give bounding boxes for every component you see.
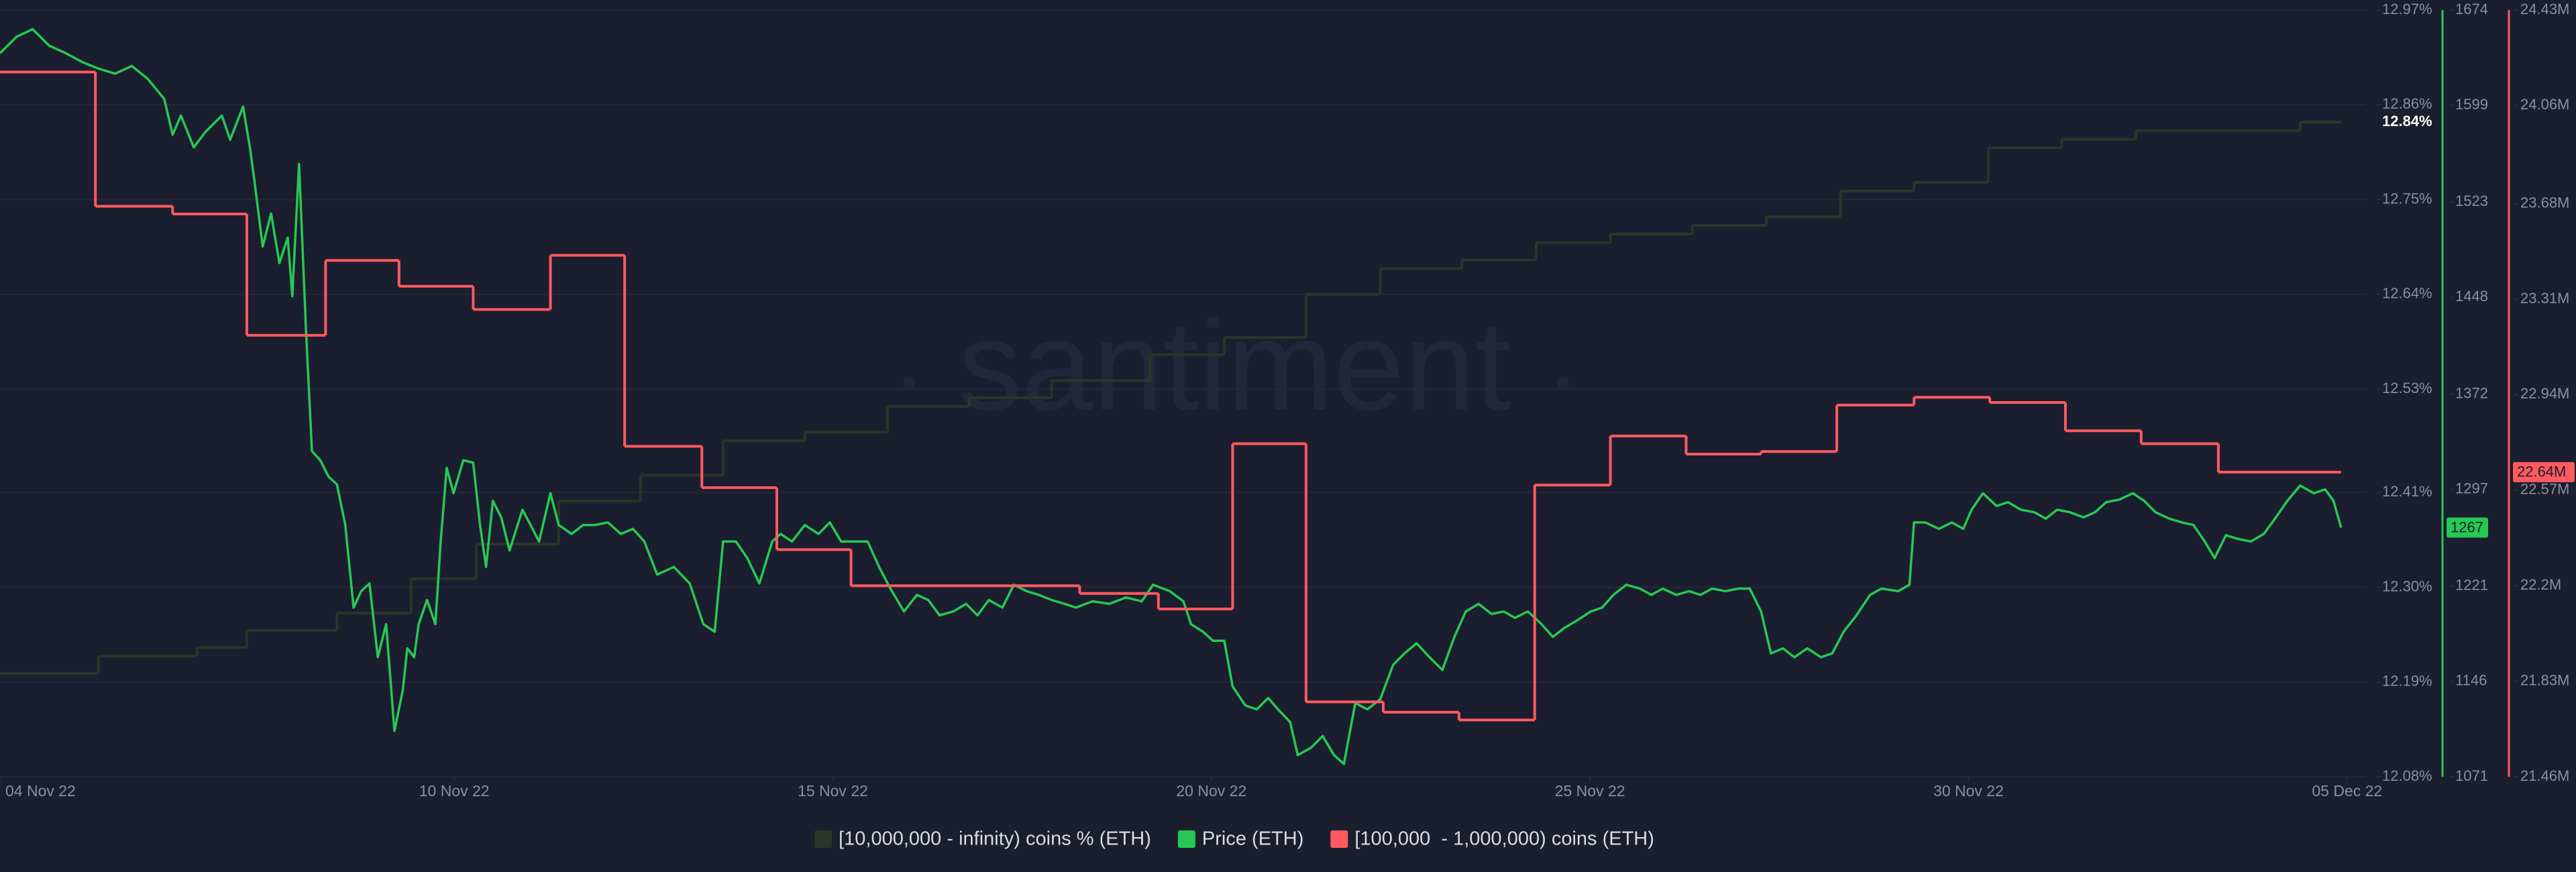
y-tick-label: 12.41%	[2382, 483, 2432, 500]
y-tick-label: 1297	[2455, 480, 2488, 496]
y-tick-label: 1146	[2455, 672, 2487, 689]
current-value-badge: 1267	[2447, 517, 2488, 538]
y-tick-label: 23.68M	[2520, 194, 2569, 211]
legend: [10,000,000 - infinity) coins % (ETH) Pri…	[814, 828, 1654, 850]
y-tick-label: 1523	[2455, 193, 2488, 209]
current-value-box	[2447, 517, 2488, 538]
watermark-dot	[1557, 378, 1569, 390]
y-tick-label: 22.94M	[2520, 385, 2569, 402]
y-tick-label: 12.53%	[2382, 380, 2432, 396]
x-tick-label: 25 Nov 22	[1555, 782, 1625, 800]
y-tick-label: 12.75%	[2382, 190, 2432, 207]
legend-swatch	[1330, 830, 1348, 848]
y-tick-label: 24.06M	[2520, 96, 2569, 113]
y-tick-label: 12.19%	[2382, 673, 2432, 690]
y-tick-label: 21.83M	[2520, 671, 2569, 688]
y-tick-label: 1071	[2455, 767, 2488, 784]
price-line	[0, 28, 2343, 765]
y-tick-label: 1372	[2455, 384, 2488, 401]
watermark-dot	[903, 378, 915, 390]
y-tick-label: 22.57M	[2520, 481, 2569, 498]
watermark: santiment	[903, 294, 1569, 437]
y-tick-label: 1599	[2455, 96, 2488, 113]
current-value-badge: 22.64M	[2513, 461, 2575, 482]
y-tick-label: 12.86%	[2382, 95, 2432, 112]
legend-swatch	[1177, 830, 1195, 848]
x-tick-label: 20 Nov 22	[1176, 782, 1246, 800]
y-tick-label: 23.31M	[2520, 290, 2569, 307]
y-tick-label: 12.97%	[2382, 1, 2432, 17]
y-tick-label: 1448	[2455, 288, 2488, 305]
current-value-box	[2513, 461, 2575, 482]
y-tick-label: 1221	[2455, 576, 2488, 593]
y-tick-label: 12.30%	[2382, 578, 2432, 594]
watermark-text: santiment	[958, 294, 1511, 437]
current-value-label: 1267	[2451, 519, 2483, 535]
legend-label: [10,000,000 - infinity) coins % (ETH)	[839, 828, 1151, 850]
current-value-label: 12.84%	[2382, 113, 2432, 129]
y-tick-label: 24.43M	[2520, 1, 2569, 17]
legend-label: [100,000 - 1,000,000) coins (ETH)	[1354, 828, 1654, 850]
y-tick-label: 22.2M	[2520, 576, 2561, 593]
y-tick-label: 12.08%	[2382, 767, 2432, 784]
legend-swatch	[814, 830, 833, 848]
y-tick-label: 12.64%	[2382, 285, 2432, 302]
x-tick-label: 04 Nov 22	[5, 782, 76, 800]
x-tick-label: 30 Nov 22	[1933, 782, 2004, 800]
x-tick-label: 10 Nov 22	[419, 782, 490, 800]
x-tick-label: 15 Nov 22	[798, 782, 868, 800]
x-tick-label: 05 Dec 22	[2312, 782, 2382, 800]
current-value-label: 22.64M	[2517, 464, 2566, 480]
y-tick-label: 21.46M	[2520, 767, 2569, 784]
legend-label: Price (ETH)	[1202, 828, 1303, 850]
y-tick-label: 1674	[2455, 1, 2488, 17]
